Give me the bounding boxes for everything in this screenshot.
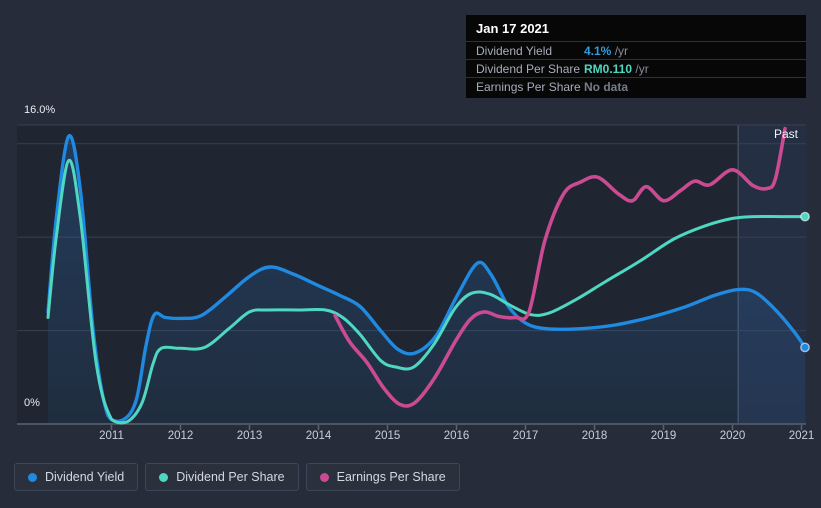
tooltip-row-earnings-per-share: Earnings Per Share No data — [466, 77, 806, 95]
legend-item-dividend-per-share[interactable]: Dividend Per Share — [145, 463, 299, 491]
legend-item-earnings-per-share[interactable]: Earnings Per Share — [305, 463, 460, 491]
earnings-per-share-dot-icon — [319, 472, 329, 482]
x-axis-label-2015: 2015 — [374, 430, 401, 442]
legend-label: Dividend Per Share — [176, 470, 285, 484]
dividend-yield-end-dot[interactable] — [800, 342, 810, 353]
y-axis-max-label: 16.0% — [24, 104, 56, 116]
x-axis-label-2016: 2016 — [443, 430, 470, 442]
x-axis-label-2014: 2014 — [305, 430, 332, 442]
x-axis-labels: 2011 2012 2013 2014 2015 2016 2017 2018 2019 2020… — [0, 430, 821, 446]
past-region-label: Past — [773, 127, 798, 141]
dividend-yield-dot-icon — [28, 472, 37, 482]
x-axis-label-2019: 2019 — [650, 430, 677, 442]
chart-tooltip: Jan 17 2021 Dividend Yield 4.1% /yr Divi… — [466, 15, 806, 98]
tooltip-row-dividend-per-share: Dividend Per Share RM0.110 /yr — [466, 59, 806, 77]
legend-item-dividend-yield[interactable]: Dividend Yield — [14, 463, 139, 491]
dividend-per-share-dot-icon — [159, 472, 169, 482]
x-axis-label-2011: 2011 — [99, 430, 124, 442]
legend-label: Earnings Per Share — [336, 470, 446, 484]
earnings-per-share-line — [333, 126, 787, 408]
tooltip-label: Earnings Per Share — [476, 79, 581, 94]
tooltip-label: Dividend Per Share — [476, 61, 581, 76]
tooltip-value: 4.1% /yr — [584, 43, 629, 58]
x-axis-label-2013: 2013 — [236, 430, 263, 442]
tooltip-date: Jan 17 2021 — [476, 21, 550, 36]
x-axis-label-2012: 2012 — [167, 430, 194, 442]
tooltip-value: No data — [584, 79, 629, 94]
dividend-yield-area — [48, 135, 805, 424]
x-axis-label-2020: 2020 — [719, 430, 746, 442]
x-axis-label-2018: 2018 — [581, 430, 608, 442]
chart-legend: Dividend Yield Dividend Per Share Earnin… — [14, 463, 460, 491]
x-axis-label-2017: 2017 — [512, 430, 539, 442]
x-axis-label-2021: 2021 — [788, 430, 815, 442]
legend-label: Dividend Yield — [45, 470, 125, 484]
tooltip-value: RM0.110 /yr — [584, 61, 649, 76]
dividend-per-share-line — [46, 158, 807, 425]
tooltip-row-dividend-yield: Dividend Yield 4.1% /yr — [466, 41, 806, 59]
y-axis-zero-label: 0% — [24, 397, 40, 409]
dividend-per-share-end-dot[interactable] — [800, 211, 810, 222]
tooltip-label: Dividend Yield — [476, 43, 553, 58]
